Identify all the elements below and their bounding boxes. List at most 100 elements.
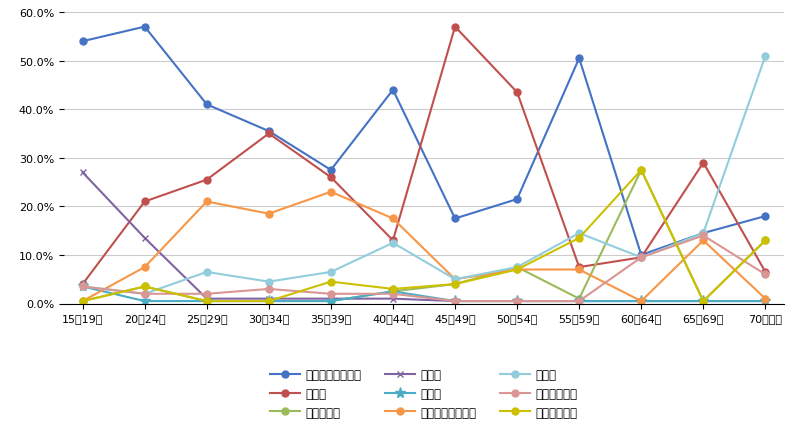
交通の利便性 bbox=[574, 299, 584, 304]
卒　業 bbox=[78, 284, 87, 289]
転　勤 bbox=[326, 175, 336, 181]
卒　業 bbox=[698, 299, 708, 304]
生活の利便性 bbox=[326, 279, 336, 285]
卒　業 bbox=[761, 299, 770, 304]
退職・廃業 bbox=[264, 299, 274, 304]
Line: 交通の利便性: 交通の利便性 bbox=[79, 233, 769, 305]
就職・転職・転業 bbox=[637, 253, 646, 258]
交通の利便性 bbox=[326, 292, 336, 297]
交通の利便性 bbox=[450, 299, 460, 304]
卒　業 bbox=[574, 299, 584, 304]
転　勤 bbox=[140, 199, 150, 204]
Line: 生活の利便性: 生活の利便性 bbox=[79, 167, 769, 305]
Line: 転　勤: 転 勤 bbox=[79, 24, 769, 288]
住　宅 bbox=[637, 255, 646, 260]
転　勤 bbox=[512, 90, 522, 95]
結婚・離婚・縁組 bbox=[140, 265, 150, 270]
生活の利便性 bbox=[78, 299, 87, 304]
生活の利便性 bbox=[512, 267, 522, 273]
住　宅 bbox=[761, 54, 770, 59]
就　学 bbox=[202, 296, 211, 302]
交通の利便性 bbox=[698, 233, 708, 239]
卒　業 bbox=[388, 289, 398, 294]
交通の利便性 bbox=[761, 272, 770, 277]
就　学 bbox=[388, 296, 398, 302]
退職・廃業 bbox=[761, 238, 770, 243]
生活の利便性 bbox=[574, 236, 584, 241]
卒　業 bbox=[326, 299, 336, 304]
就　学 bbox=[512, 299, 522, 304]
住　宅 bbox=[574, 231, 584, 236]
就　学 bbox=[264, 296, 274, 302]
就職・転職・転業 bbox=[140, 25, 150, 30]
就職・転職・転業 bbox=[512, 197, 522, 202]
住　宅 bbox=[450, 277, 460, 282]
就　学 bbox=[326, 296, 336, 302]
転　勤 bbox=[202, 178, 211, 183]
交通の利便性 bbox=[78, 284, 87, 289]
結婚・離婚・縁組 bbox=[637, 299, 646, 304]
生活の利便性 bbox=[450, 282, 460, 287]
退職・廃業 bbox=[140, 284, 150, 289]
退職・廃業 bbox=[637, 168, 646, 173]
Line: 結婚・離婚・縁組: 結婚・離婚・縁組 bbox=[79, 189, 769, 305]
転　勤 bbox=[388, 238, 398, 243]
就　学 bbox=[78, 170, 87, 175]
退職・廃業 bbox=[326, 299, 336, 304]
卒　業 bbox=[202, 299, 211, 304]
生活の利便性 bbox=[388, 286, 398, 292]
Line: 卒　業: 卒 業 bbox=[77, 281, 771, 307]
転　勤 bbox=[574, 265, 584, 270]
結婚・離婚・縁組 bbox=[78, 299, 87, 304]
退職・廃業 bbox=[78, 299, 87, 304]
住　宅 bbox=[264, 279, 274, 285]
交通の利便性 bbox=[264, 286, 274, 292]
就　学 bbox=[574, 299, 584, 304]
転　勤 bbox=[761, 270, 770, 275]
退職・廃業 bbox=[202, 299, 211, 304]
住　宅 bbox=[140, 292, 150, 297]
就　学 bbox=[761, 299, 770, 304]
転　勤 bbox=[450, 25, 460, 30]
卒　業 bbox=[264, 299, 274, 304]
Line: 住　宅: 住 宅 bbox=[79, 53, 769, 298]
Legend: 就職・転職・転業, 転　勤, 退職・廃業, 就　学, 卒　業, 結婚・離婚・縁組, 住　宅, 交通の利便性, 生活の利便性: 就職・転職・転業, 転 勤, 退職・廃業, 就 学, 卒 業, 結婚・離婚・縁組… bbox=[264, 362, 584, 424]
生活の利便性 bbox=[202, 299, 211, 304]
結婚・離婚・縁組 bbox=[202, 199, 211, 204]
交通の利便性 bbox=[140, 292, 150, 297]
就　学 bbox=[698, 299, 708, 304]
生活の利便性 bbox=[698, 299, 708, 304]
退職・廃業 bbox=[450, 282, 460, 287]
住　宅 bbox=[202, 270, 211, 275]
退職・廃業 bbox=[388, 289, 398, 294]
住　宅 bbox=[512, 265, 522, 270]
住　宅 bbox=[326, 270, 336, 275]
住　宅 bbox=[698, 231, 708, 236]
就職・転職・転業 bbox=[698, 231, 708, 236]
住　宅 bbox=[78, 284, 87, 289]
結婚・離婚・縁組 bbox=[698, 238, 708, 243]
就職・転職・転業 bbox=[761, 214, 770, 219]
就職・転職・転業 bbox=[78, 39, 87, 45]
就職・転職・転業 bbox=[326, 168, 336, 173]
就職・転職・転業 bbox=[450, 217, 460, 222]
交通の利便性 bbox=[512, 299, 522, 304]
Line: 就　学: 就 学 bbox=[79, 170, 769, 305]
Line: 退職・廃業: 退職・廃業 bbox=[79, 167, 769, 305]
生活の利便性 bbox=[264, 299, 274, 304]
生活の利便性 bbox=[140, 284, 150, 289]
転　勤 bbox=[78, 282, 87, 287]
就職・転職・転業 bbox=[202, 102, 211, 108]
就職・転職・転業 bbox=[264, 129, 274, 135]
退職・廃業 bbox=[574, 296, 584, 302]
就職・転職・転業 bbox=[574, 56, 584, 62]
結婚・離婚・縁組 bbox=[450, 277, 460, 282]
転　勤 bbox=[637, 255, 646, 260]
卒　業 bbox=[637, 299, 646, 304]
交通の利便性 bbox=[637, 255, 646, 260]
結婚・離婚・縁組 bbox=[264, 211, 274, 217]
生活の利便性 bbox=[761, 238, 770, 243]
交通の利便性 bbox=[202, 292, 211, 297]
結婚・離婚・縁組 bbox=[326, 190, 336, 195]
卒　業 bbox=[512, 299, 522, 304]
